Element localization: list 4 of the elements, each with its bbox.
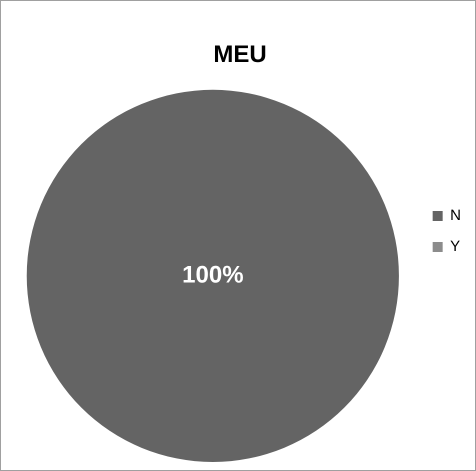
- legend-label: N: [450, 207, 462, 224]
- data-label: 100%: [182, 262, 244, 289]
- legend-label: Y: [450, 238, 460, 256]
- chart-title: MEU: [213, 41, 267, 68]
